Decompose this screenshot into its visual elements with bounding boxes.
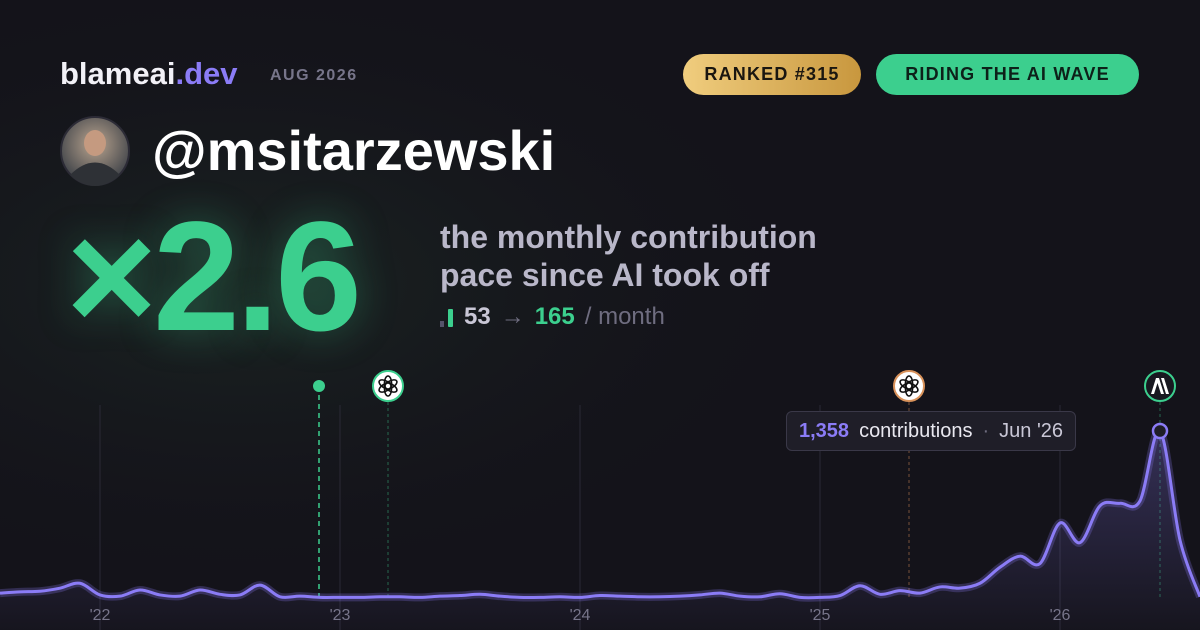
caption: the monthly contribution pace since AI t… [440,219,817,293]
plot [0,422,1200,630]
x-tick-label: '26 [1050,607,1071,624]
tooltip-value: 1,358 [799,419,850,442]
ai-start-dot [313,380,325,392]
after-value: 165 [534,303,575,330]
brand: blameai.dev [60,56,237,92]
line [0,429,1200,600]
tooltip-separator: · [982,419,990,442]
x-tick-label: '22 [90,607,111,624]
openai-icon [893,370,925,402]
highlight-point [1151,422,1169,440]
tooltip: 1,358 contributions · Jun '26 [786,411,1077,451]
tooltip-date: Jun '26 [999,419,1064,442]
x-tick-label: '25 [810,607,831,624]
status-badge: RIDING THE AI WAVE [876,54,1139,95]
date: AUG 2026 [270,67,358,84]
anthropic-icon [1144,370,1176,402]
area [0,430,1200,630]
handle: @msitarzewski [152,119,556,182]
stats: 53 → 165 / month [440,303,665,331]
multiplier: ×2.6 [66,190,362,364]
unit: / month [584,303,665,330]
stats-icon [440,309,453,327]
x-tick-label: '24 [570,607,591,624]
before-value: 53 [464,303,491,330]
rank-badge: RANKED #315 [683,54,861,95]
brand-name: blameai [60,56,176,91]
avatar [60,116,130,186]
brand-tld: .dev [175,56,238,91]
openai-icon [372,370,404,402]
arrow: → [500,303,525,330]
tooltip-unit: contributions [859,419,973,442]
x-tick-label: '23 [330,607,351,624]
